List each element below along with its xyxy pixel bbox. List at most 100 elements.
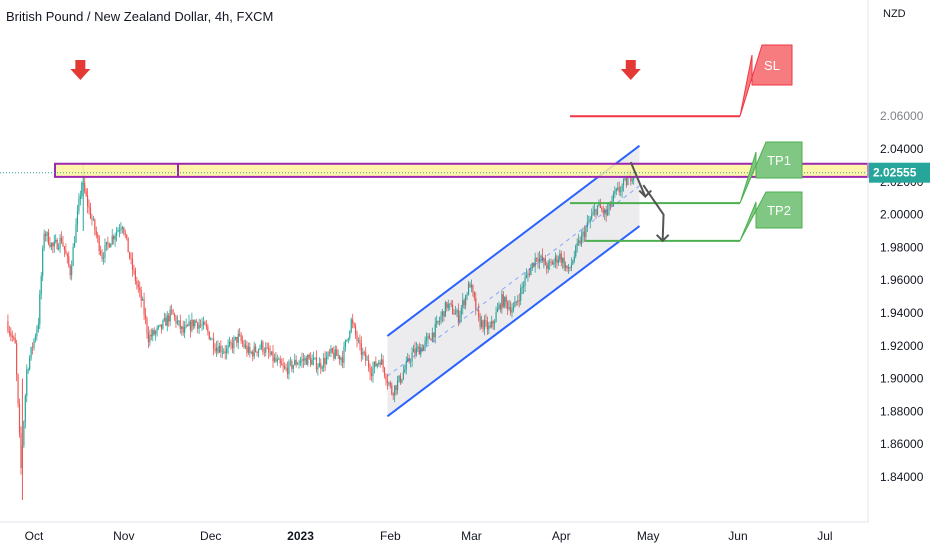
candle-body	[414, 348, 416, 354]
candle-body	[495, 312, 497, 322]
candle-body	[463, 300, 465, 306]
candle-body	[198, 324, 200, 329]
candle-body	[352, 319, 354, 324]
candle-body	[107, 241, 109, 244]
candle-body	[354, 326, 357, 335]
candle-body	[308, 354, 310, 358]
candle-body	[480, 320, 483, 327]
candle-body	[268, 348, 270, 353]
candle-body	[357, 340, 360, 341]
candle-body	[553, 261, 555, 265]
candle-body	[121, 227, 123, 229]
candle-body	[150, 334, 152, 337]
candle-body	[330, 348, 332, 354]
arrow-down-icon	[620, 60, 641, 80]
candle-body	[60, 237, 63, 243]
level-callout	[739, 191, 803, 242]
level-label-tp2: TP2	[767, 203, 791, 218]
candle-body	[485, 320, 487, 322]
candle-body	[314, 357, 316, 359]
candle-body	[89, 207, 92, 219]
candle-body	[511, 310, 513, 313]
candle-body	[140, 290, 142, 301]
candle-body	[104, 245, 106, 258]
candle-body	[63, 246, 66, 251]
candle-body	[282, 365, 284, 367]
candle-body	[327, 352, 329, 357]
candle-body	[85, 191, 87, 196]
candle-body	[588, 221, 590, 223]
candle-body	[246, 345, 248, 353]
candle-body	[476, 309, 478, 311]
candle-body	[210, 339, 212, 340]
candle-body	[431, 332, 433, 341]
candle-body	[226, 348, 228, 354]
channel-lower-line	[386, 225, 641, 418]
candle-body	[572, 261, 574, 265]
candle-body	[573, 256, 575, 262]
candle-body	[273, 357, 276, 362]
candle-body	[350, 319, 352, 332]
candle-body	[208, 331, 210, 340]
candle-body	[554, 256, 557, 262]
candle-body	[502, 294, 504, 307]
candle-body	[217, 347, 219, 353]
candle-body	[14, 337, 16, 344]
candle-body	[366, 360, 368, 361]
candle-body	[163, 317, 165, 321]
candle-body	[131, 258, 134, 270]
candle-body	[508, 307, 510, 309]
y-tick-label: 1.94000	[880, 306, 924, 320]
candle-body	[18, 403, 21, 434]
candle-body	[162, 320, 164, 329]
candle-body	[270, 351, 273, 355]
candle-body	[243, 343, 245, 348]
candle-body	[305, 357, 307, 365]
candle-body	[120, 228, 122, 231]
candle-body	[94, 219, 96, 231]
candle-body	[152, 330, 154, 337]
candle-body	[20, 433, 22, 468]
candle-body	[224, 351, 226, 354]
candle-body	[592, 211, 594, 216]
candle-body	[76, 211, 79, 225]
candle-body	[278, 359, 280, 360]
candle-body	[92, 219, 94, 221]
candle-body	[333, 352, 335, 359]
candle-body	[213, 338, 215, 349]
candle-body	[353, 323, 355, 327]
candle-body	[530, 267, 532, 276]
candle-body	[321, 367, 323, 369]
candle-body	[482, 320, 484, 330]
candle-body	[214, 348, 216, 352]
candle-body	[331, 348, 333, 353]
candle-body	[383, 367, 386, 376]
candle-body	[559, 253, 561, 260]
candle-body	[567, 267, 570, 269]
candle-body	[207, 326, 209, 332]
candle-body	[625, 178, 628, 186]
level-label-tp1: TP1	[767, 153, 791, 168]
x-tick-label: 2023	[287, 529, 314, 543]
candle-body	[7, 321, 9, 332]
candle-body	[265, 347, 267, 353]
candle-body	[404, 369, 406, 373]
candle-body	[543, 258, 545, 262]
candle-body	[566, 265, 568, 269]
candle-body	[617, 187, 619, 189]
candle-body	[521, 287, 523, 289]
candle-body	[69, 265, 71, 276]
candle-body	[211, 338, 213, 340]
candle-body	[407, 358, 409, 362]
candle-body	[585, 227, 587, 238]
candle-body	[66, 253, 68, 257]
candle-body	[457, 310, 460, 322]
candle-body	[50, 243, 52, 247]
candle-body	[304, 357, 306, 361]
candle-body	[415, 348, 418, 354]
candle-body	[100, 250, 102, 254]
chart-title: British Pound / New Zealand Dollar, 4h, …	[6, 9, 274, 24]
y-tick-label: 2.04000	[880, 142, 924, 156]
